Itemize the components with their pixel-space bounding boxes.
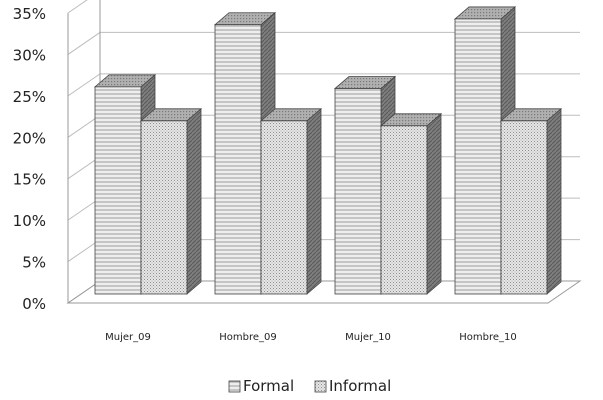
bar-side (546, 107, 562, 295)
y-tick-label: 30% (13, 46, 46, 64)
legend-swatch-formal (228, 380, 241, 393)
floor (66, 280, 582, 304)
y-tick-label: 5% (22, 254, 46, 272)
bar-informal-mujer_09 (139, 107, 203, 295)
x-tick-label: Mujer_10 (345, 332, 391, 343)
y-tick-label: 20% (13, 129, 46, 147)
bar-front (380, 125, 428, 295)
y-axis: 0% 5% 10% 15% 20% 25% 30% 35% (13, 5, 46, 313)
bar-informal-hombre_10 (499, 107, 563, 295)
legend-label-formal: Formal (243, 377, 294, 395)
bar-informal-hombre_09 (259, 107, 323, 295)
gridline-7 (67, 0, 88, 14)
bar-side (306, 107, 322, 295)
bar-front (454, 18, 502, 295)
bar-side (186, 107, 202, 295)
y-tick-label: 15% (13, 171, 46, 189)
bar-side (426, 112, 442, 295)
bar-informal-mujer_10 (379, 112, 443, 295)
x-tick-label: Hombre_10 (459, 332, 517, 343)
bar-front (260, 120, 308, 295)
x-tick-label: Mujer_09 (105, 332, 151, 343)
bar-front (94, 86, 142, 295)
legend-label-informal: Informal (329, 377, 391, 395)
legend-item-informal: Informal (314, 377, 391, 395)
bar-front (334, 88, 382, 295)
x-axis: Mujer_09 Hombre_09 Mujer_10 Hombre_10 (105, 332, 517, 343)
y-tick-label: 25% (13, 88, 46, 106)
legend-swatch-informal (314, 380, 327, 393)
y-tick-label: 0% (22, 295, 46, 313)
bar-front (140, 120, 188, 295)
bars (93, 6, 563, 295)
y-tick-label: 10% (13, 212, 46, 230)
legend-item-formal: Formal (228, 377, 294, 395)
legend: Formal Informal (228, 377, 391, 395)
bar-front (500, 120, 548, 295)
y-tick-label: 35% (13, 5, 46, 23)
x-tick-label: Hombre_09 (219, 332, 277, 343)
bar-front (214, 24, 262, 295)
